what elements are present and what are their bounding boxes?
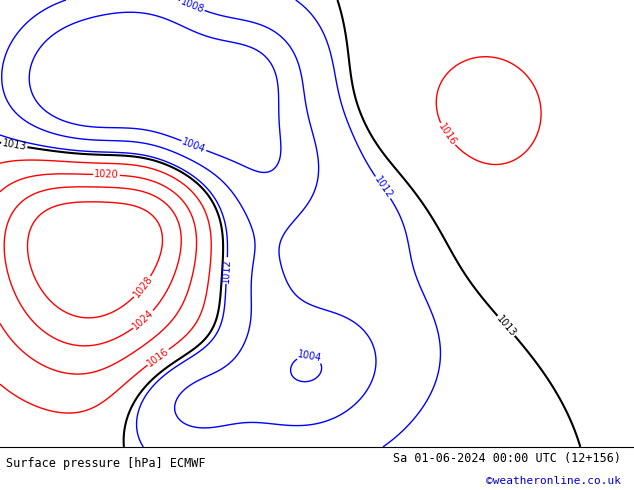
Text: 1004: 1004 (297, 349, 323, 364)
Text: 1013: 1013 (1, 138, 27, 152)
Text: 1016: 1016 (145, 346, 171, 368)
Text: 1016: 1016 (436, 122, 458, 147)
Text: 1012: 1012 (372, 174, 394, 200)
Text: 1028: 1028 (131, 274, 155, 300)
Text: ©weatheronline.co.uk: ©weatheronline.co.uk (486, 475, 621, 486)
Text: 1020: 1020 (94, 170, 119, 180)
Text: 1024: 1024 (131, 308, 156, 332)
Text: Surface pressure [hPa] ECMWF: Surface pressure [hPa] ECMWF (6, 457, 206, 470)
Text: Sa 01-06-2024 00:00 UTC (12+156): Sa 01-06-2024 00:00 UTC (12+156) (393, 452, 621, 466)
Text: 1013: 1013 (495, 313, 518, 339)
Text: 1012: 1012 (221, 258, 232, 283)
Text: 1008: 1008 (179, 0, 205, 15)
Text: 1004: 1004 (181, 137, 207, 155)
